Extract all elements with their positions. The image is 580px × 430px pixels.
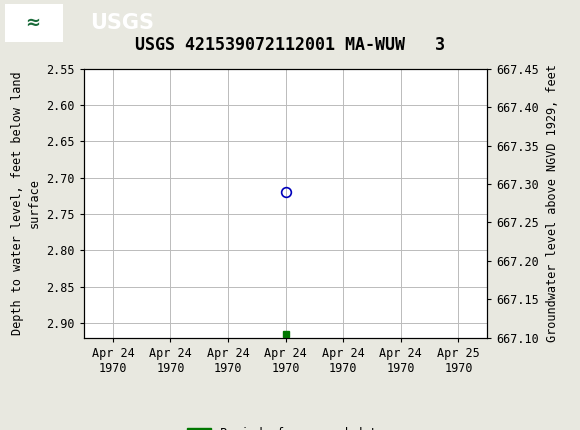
Y-axis label: Depth to water level, feet below land
surface: Depth to water level, feet below land su…: [11, 71, 41, 335]
Legend: Period of approved data: Period of approved data: [183, 422, 389, 430]
Y-axis label: Groundwater level above NGVD 1929, feet: Groundwater level above NGVD 1929, feet: [546, 64, 559, 342]
Text: USGS 421539072112001 MA-WUW   3: USGS 421539072112001 MA-WUW 3: [135, 36, 445, 54]
Bar: [5, 3, 63, 42]
Text: ≈: ≈: [26, 14, 41, 31]
Text: USGS: USGS: [90, 12, 154, 33]
